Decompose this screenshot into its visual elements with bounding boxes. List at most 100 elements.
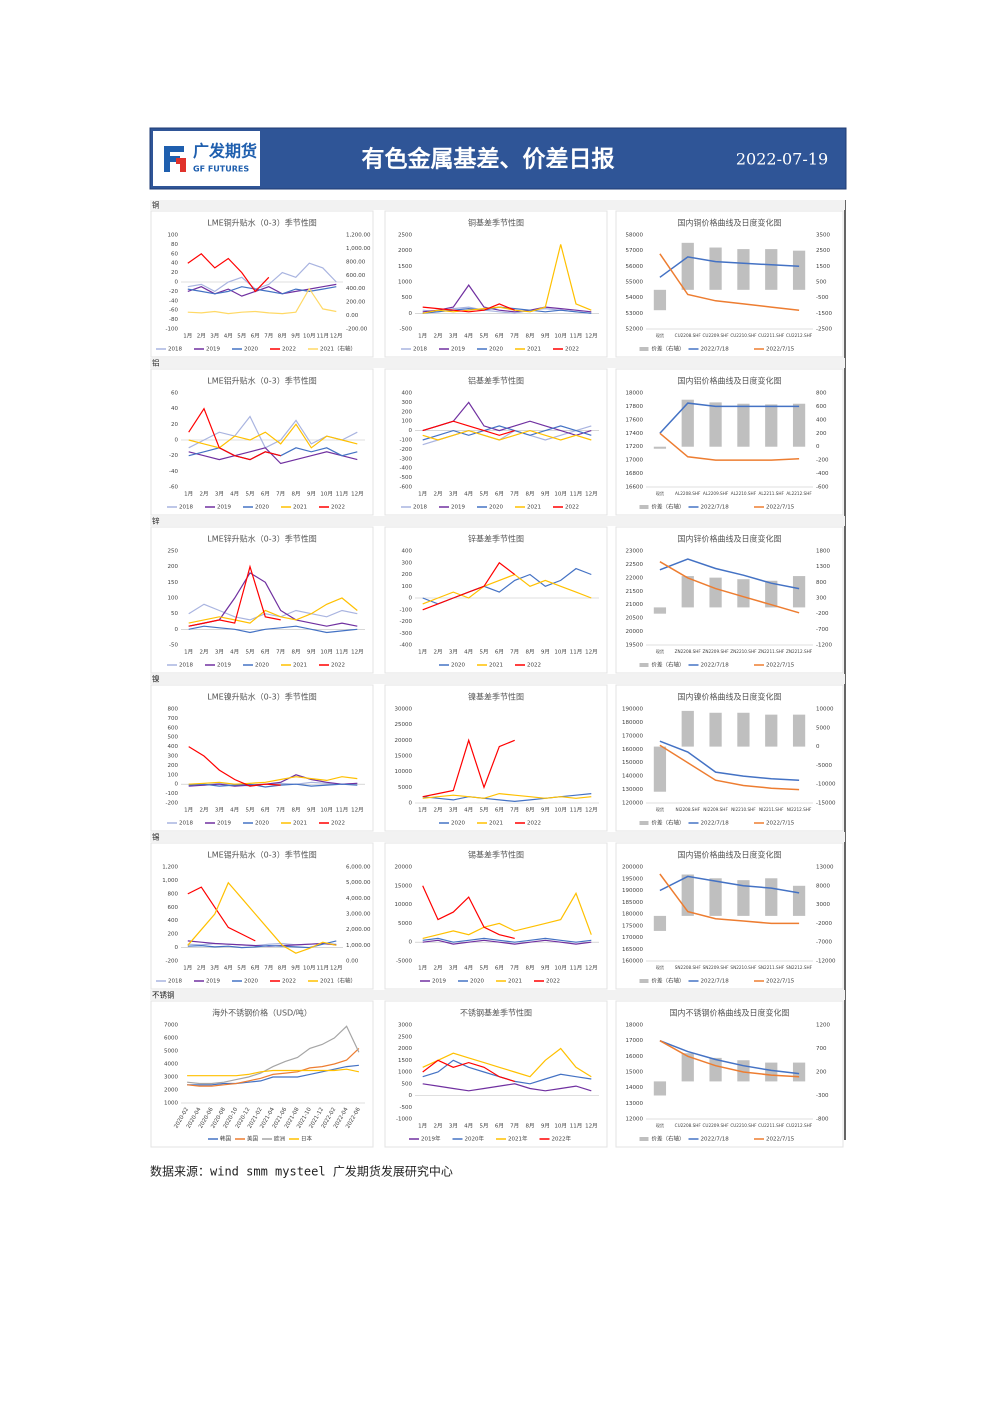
y-tick-label: 10000 <box>395 902 413 908</box>
y2-tick-label: 500 <box>816 280 827 286</box>
bar <box>792 250 806 290</box>
bar <box>737 579 750 608</box>
header-bar <box>149 127 847 190</box>
y2-tick-label: 5,000.00 <box>346 880 371 886</box>
x-tick-label: 11月 <box>570 333 583 340</box>
x-tick-label: ZN2210.SHF <box>730 649 757 654</box>
x-tick-label: 10月 <box>554 807 567 814</box>
y-tick-label: 0 <box>175 438 179 444</box>
y-tick-label: 40 <box>171 261 178 267</box>
chart-title: LME锌升贴水（0-3）季节性图 <box>207 534 316 544</box>
legend-label: 2018 <box>179 505 193 511</box>
bar <box>681 1053 694 1082</box>
x-tick-label: 11月 <box>570 965 583 972</box>
series-line <box>188 746 281 787</box>
legend-label: 2022/7/18 <box>701 347 730 353</box>
y-tick-label: 150000 <box>622 760 643 766</box>
legend-swatch <box>639 505 649 509</box>
y2-tick-label: 10000 <box>816 707 834 713</box>
y-tick-label: 200 <box>402 409 413 415</box>
y-tick-label: 20000 <box>395 738 413 744</box>
section-strip <box>150 832 845 842</box>
legend-label: 2018 <box>168 347 182 353</box>
logo-icon <box>176 158 186 172</box>
x-tick-label: 7月 <box>510 807 519 814</box>
logo-text: 广发期货 <box>193 142 257 161</box>
series-line <box>422 303 515 313</box>
x-tick-label: 9月 <box>307 491 316 498</box>
y-tick-label: -200 <box>166 959 179 965</box>
x-tick-label: 12月 <box>585 1123 598 1130</box>
x-tick-label: 1月 <box>184 491 193 498</box>
y-tick-label: 23000 <box>626 549 644 555</box>
section-strip <box>150 990 845 1000</box>
legend-label: 价差（右轴） <box>652 1135 685 1143</box>
x-tick-label: 3月 <box>449 333 458 340</box>
legend-label: 2020 <box>255 821 269 827</box>
x-tick-label: 5月 <box>237 965 246 972</box>
legend-label: 2021 <box>293 821 307 827</box>
y-tick-label: 3000 <box>164 1075 178 1081</box>
y-tick-label: 60 <box>171 391 178 397</box>
legend-label: 2020年 <box>465 1135 485 1143</box>
y-tick-label: 200000 <box>622 865 643 871</box>
x-tick-label: 3月 <box>449 965 458 972</box>
y-tick-label: 3000 <box>398 1023 412 1029</box>
legend-label: 2022/7/15 <box>766 663 795 669</box>
x-tick-label: 10月 <box>554 1123 567 1130</box>
series-line <box>659 561 800 614</box>
x-tick-label: 2月 <box>197 965 206 972</box>
bar <box>792 885 806 916</box>
x-tick-label: 9月 <box>307 807 316 814</box>
series-line <box>659 1040 800 1078</box>
y-tick-label: 160000 <box>622 747 643 753</box>
y-tick-label: 300 <box>168 754 179 760</box>
x-tick-label: 5月 <box>246 807 255 814</box>
legend-label: 2020 <box>489 347 503 353</box>
y-tick-label: 2000 <box>398 248 412 254</box>
y2-tick-label: 400.00 <box>346 286 366 292</box>
y-tick-label: 170000 <box>622 935 643 941</box>
x-tick-label: CU2210.SHF <box>730 1123 757 1128</box>
series-line <box>188 774 358 787</box>
y2-tick-label: 200 <box>816 1070 827 1076</box>
bar <box>737 880 750 916</box>
y2-tick-label: -10000 <box>816 782 836 788</box>
x-tick-label: 5月 <box>480 965 489 972</box>
y-tick-label: 56000 <box>626 264 644 270</box>
x-tick-label: SN2208.SHF <box>675 965 702 970</box>
x-tick-label: 4月 <box>224 965 233 972</box>
y2-tick-label: -1500 <box>816 311 832 317</box>
legend-label: 2021 <box>293 663 307 669</box>
y-tick-label: 7000 <box>164 1023 178 1029</box>
x-tick-label: SN2210.SHF <box>730 965 757 970</box>
x-tick-label: 现货 <box>656 806 664 813</box>
x-tick-label: ZN2212.SHF <box>786 649 813 654</box>
y-tick-label: 100 <box>402 584 413 590</box>
y-tick-label: 12000 <box>626 1117 644 1123</box>
y-tick-label: 15000 <box>626 1070 644 1076</box>
legend-label: 2019 <box>217 505 231 511</box>
y-tick-label: 16800 <box>626 471 644 477</box>
legend-label: 2019 <box>217 663 231 669</box>
legend-label: 美国 <box>247 1135 259 1143</box>
y-tick-label: 400 <box>168 744 179 750</box>
section-label: 锡 <box>152 833 160 842</box>
y-tick-label: 21500 <box>626 589 644 595</box>
chart-title: 锌基差季节性图 <box>468 534 524 544</box>
y-tick-label: 58000 <box>626 233 644 239</box>
legend-label: 2020 <box>255 505 269 511</box>
y-tick-label: 5000 <box>398 921 412 927</box>
y-tick-label: 22000 <box>626 575 644 581</box>
y2-tick-label: 1500 <box>816 264 830 270</box>
logo-icon <box>164 146 184 172</box>
legend-label: 2019 <box>451 505 465 511</box>
x-tick-label: 现货 <box>656 648 664 655</box>
x-tick-label: 9月 <box>541 649 550 656</box>
y-tick-label: 190000 <box>622 707 643 713</box>
x-tick-label: 9月 <box>307 649 316 656</box>
x-tick-label: 1月 <box>418 491 427 498</box>
series-line <box>422 738 515 798</box>
y-tick-label: 17000 <box>626 458 644 464</box>
chart-title: 不锈钢基差季节性图 <box>460 1008 532 1018</box>
